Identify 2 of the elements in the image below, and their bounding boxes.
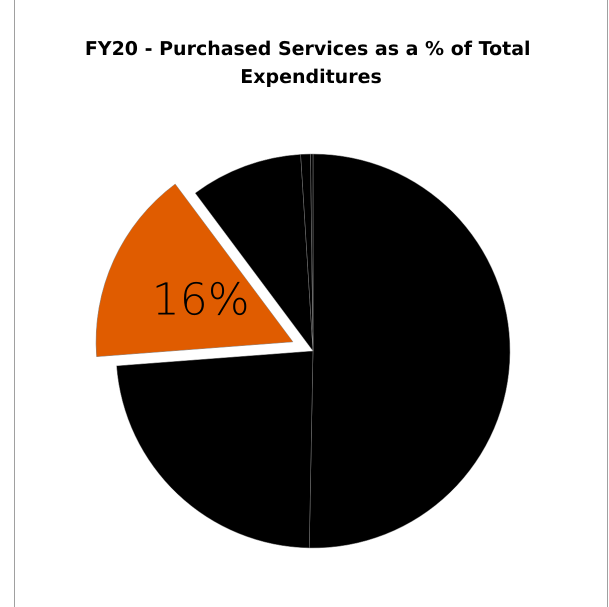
data-label: 16%: [152, 274, 250, 326]
chart-title: FY20 - Purchased Services as a % of Total Expenditures: [84, 38, 538, 88]
